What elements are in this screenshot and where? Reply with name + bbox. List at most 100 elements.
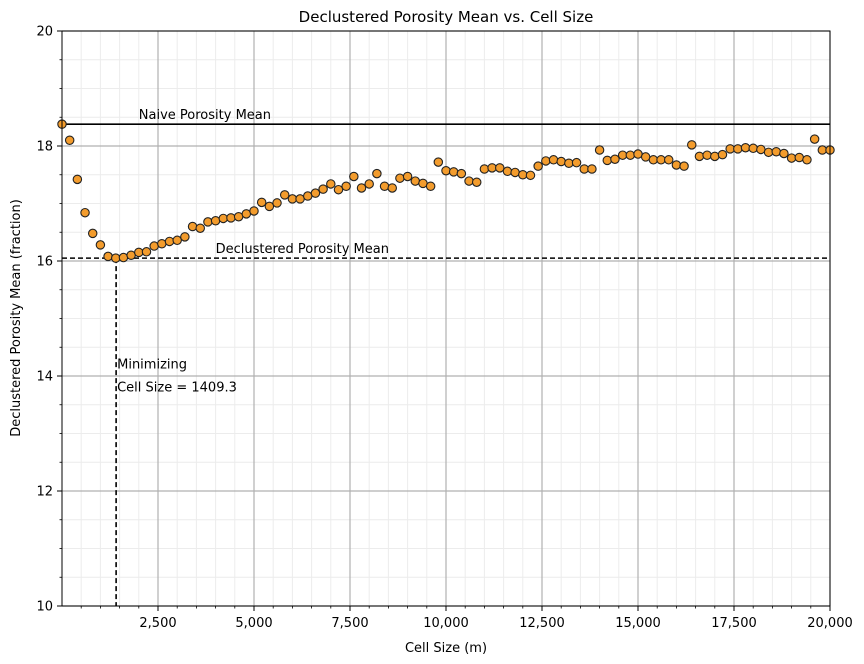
data-point <box>663 155 674 165</box>
data-point <box>518 170 528 180</box>
reference-lines <box>62 123 830 606</box>
data-point <box>671 160 682 170</box>
data-point <box>548 155 559 165</box>
data-point <box>226 213 236 223</box>
x-tick-label: 12,500 <box>519 616 565 631</box>
data-point <box>779 148 789 159</box>
data-point <box>372 168 382 179</box>
x-axis-label: Cell Size (m) <box>405 641 487 656</box>
data-point <box>433 157 444 167</box>
x-tick-label: 10,000 <box>423 616 469 631</box>
data-point <box>802 155 812 165</box>
data-point <box>717 149 728 160</box>
naive-mean-label: Naive Porosity Mean <box>139 108 271 123</box>
data-point <box>740 142 751 153</box>
data-point <box>402 171 413 182</box>
data-point <box>464 176 474 186</box>
y-tick-label: 16 <box>36 255 53 270</box>
data-point <box>256 197 267 208</box>
x-tick-label: 15,000 <box>615 616 661 631</box>
data-point <box>495 163 505 173</box>
data-point <box>157 239 167 249</box>
data-point <box>187 221 198 232</box>
data-point <box>748 143 758 154</box>
data-point <box>210 216 221 226</box>
declustered-mean-label: Declustered Porosity Mean <box>216 242 389 257</box>
data-point <box>341 181 351 192</box>
data-point <box>72 174 83 185</box>
data-point <box>410 176 421 186</box>
data-point <box>64 135 75 146</box>
data-point <box>349 171 359 182</box>
x-tick-label: 5,000 <box>235 616 272 631</box>
data-point <box>763 147 774 158</box>
data-point <box>694 151 705 162</box>
data-point <box>333 184 344 195</box>
data-point <box>625 150 636 160</box>
data-point <box>710 151 720 162</box>
data-point <box>448 167 459 177</box>
data-point <box>180 232 190 242</box>
data-point <box>479 164 490 174</box>
data-point <box>425 181 436 192</box>
data-point <box>702 150 712 160</box>
data-point <box>510 167 520 178</box>
y-axis-ticks: 10 12 14 16 18 20 <box>36 25 62 615</box>
data-point <box>203 217 213 227</box>
data-point <box>195 223 205 233</box>
y-tick-label: 20 <box>36 25 53 40</box>
data-point <box>87 228 98 239</box>
data-point <box>571 157 582 168</box>
data-point <box>456 168 467 179</box>
data-point <box>95 240 106 250</box>
data-point <box>80 207 90 218</box>
data-point <box>556 156 566 167</box>
data-point <box>594 145 605 155</box>
data-point <box>310 188 321 198</box>
data-point <box>679 161 689 171</box>
data-point <box>118 252 129 263</box>
data-point <box>356 183 367 193</box>
data-point <box>249 206 259 216</box>
data-point <box>786 153 797 163</box>
y-tick-label: 12 <box>36 485 53 500</box>
y-tick-label: 10 <box>36 600 53 615</box>
x-tick-label: 7,500 <box>331 616 368 631</box>
scatter-points <box>57 119 835 263</box>
data-point <box>502 166 513 177</box>
data-point <box>587 164 597 174</box>
data-point <box>541 156 551 166</box>
data-point <box>809 134 820 144</box>
data-point <box>387 183 397 193</box>
data-point <box>610 154 620 164</box>
data-point <box>525 170 536 181</box>
data-point <box>103 251 113 262</box>
data-point <box>172 235 182 246</box>
data-point <box>279 190 290 200</box>
data-point <box>111 253 121 263</box>
data-point <box>326 179 336 189</box>
data-point <box>141 247 152 257</box>
x-tick-label: 17,500 <box>711 616 757 631</box>
data-point <box>794 152 805 163</box>
data-point <box>379 181 390 192</box>
data-point <box>218 213 229 224</box>
data-point <box>471 177 482 187</box>
data-point <box>264 201 275 212</box>
data-point <box>602 155 613 166</box>
data-point <box>272 198 282 208</box>
data-point <box>771 147 781 157</box>
minimizing-cell-size-label: Cell Size = 1409.3 <box>117 381 237 396</box>
y-tick-label: 18 <box>36 140 53 155</box>
x-tick-label: 20,000 <box>807 616 853 631</box>
data-point <box>318 184 328 194</box>
data-point <box>364 179 374 189</box>
data-point <box>564 158 574 169</box>
data-point <box>395 173 405 183</box>
data-point <box>441 165 451 176</box>
data-point <box>164 236 175 247</box>
chart-title: Declustered Porosity Mean vs. Cell Size <box>299 8 594 26</box>
x-tick-label: 2,500 <box>139 616 176 631</box>
data-point <box>533 161 543 171</box>
